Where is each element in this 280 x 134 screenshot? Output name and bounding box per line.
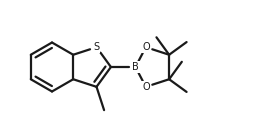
Text: S: S [94,42,100,52]
Text: O: O [142,82,150,92]
Text: O: O [142,42,150,52]
Text: B: B [132,62,139,72]
